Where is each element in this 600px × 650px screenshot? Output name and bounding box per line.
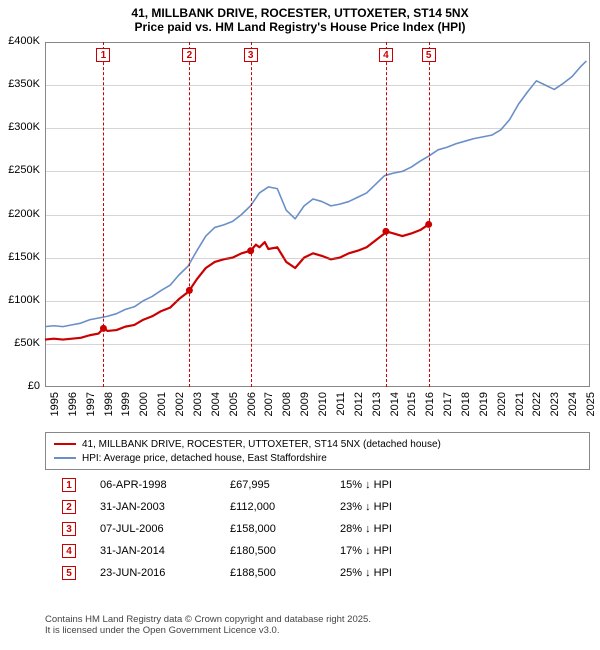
legend-row: HPI: Average price, detached house, East… <box>54 451 581 465</box>
sale-marker: 1 <box>96 48 110 62</box>
legend-swatch <box>54 443 76 445</box>
sale-number-badge: 1 <box>62 478 76 492</box>
x-axis-tick: 2008 <box>281 392 293 424</box>
gridline <box>45 128 590 129</box>
sale-vline <box>189 42 190 387</box>
x-axis-tick: 2006 <box>246 392 258 424</box>
x-axis-tick: 2016 <box>424 392 436 424</box>
y-axis-tick: £50K <box>0 337 40 349</box>
sale-table-row: 5 23-JUN-2016£188,50025% ↓ HPI <box>62 566 460 580</box>
sale-number-badge: 4 <box>62 544 76 558</box>
sale-pct: 28% ↓ HPI <box>340 523 460 535</box>
x-axis-tick: 2018 <box>460 392 472 424</box>
sale-price: £180,500 <box>230 545 340 557</box>
x-axis-tick: 2003 <box>192 392 204 424</box>
sale-pct: 23% ↓ HPI <box>340 501 460 513</box>
y-axis-tick: £0 <box>0 380 40 392</box>
sale-vline <box>103 42 104 387</box>
y-axis-tick: £350K <box>0 78 40 90</box>
footer-line2: It is licensed under the Open Government… <box>45 625 371 636</box>
sale-table-row: 1 06-APR-1998£67,99515% ↓ HPI <box>62 478 460 492</box>
sale-vline <box>251 42 252 387</box>
x-axis-tick: 2019 <box>478 392 490 424</box>
sale-vline <box>386 42 387 387</box>
gridline <box>45 344 590 345</box>
sale-pct: 15% ↓ HPI <box>340 479 460 491</box>
sale-number-badge: 5 <box>62 566 76 580</box>
x-axis-tick: 2012 <box>353 392 365 424</box>
legend-row: 41, MILLBANK DRIVE, ROCESTER, UTTOXETER,… <box>54 437 581 451</box>
sale-number-badge: 3 <box>62 522 76 536</box>
gridline <box>45 171 590 172</box>
legend-label: HPI: Average price, detached house, East… <box>82 453 327 464</box>
footer-text: Contains HM Land Registry data © Crown c… <box>45 614 371 636</box>
x-axis-tick: 2011 <box>335 392 347 424</box>
y-axis-tick: £400K <box>0 35 40 47</box>
x-axis-tick: 2025 <box>585 392 597 424</box>
x-axis-tick: 2013 <box>371 392 383 424</box>
sale-date: 07-JUL-2006 <box>100 523 230 535</box>
footer-line1: Contains HM Land Registry data © Crown c… <box>45 614 371 625</box>
sale-price: £158,000 <box>230 523 340 535</box>
sale-marker: 3 <box>244 48 258 62</box>
x-axis-tick: 2002 <box>174 392 186 424</box>
x-axis-tick: 2014 <box>389 392 401 424</box>
sale-date: 31-JAN-2003 <box>100 501 230 513</box>
x-axis-tick: 2000 <box>138 392 150 424</box>
gridline <box>45 258 590 259</box>
x-axis-tick: 1996 <box>67 392 79 424</box>
sale-vline <box>429 42 430 387</box>
series-hpi <box>45 61 586 327</box>
x-axis-tick: 2023 <box>549 392 561 424</box>
y-axis-tick: £150K <box>0 251 40 263</box>
x-axis-tick: 2021 <box>514 392 526 424</box>
sale-marker: 4 <box>379 48 393 62</box>
gridline <box>45 301 590 302</box>
sale-marker: 5 <box>422 48 436 62</box>
gridline <box>45 42 590 43</box>
x-axis-tick: 2004 <box>210 392 222 424</box>
x-axis-tick: 2017 <box>442 392 454 424</box>
x-axis-tick: 1999 <box>120 392 132 424</box>
sale-number-badge: 2 <box>62 500 76 514</box>
sale-price: £67,995 <box>230 479 340 491</box>
sale-price: £112,000 <box>230 501 340 513</box>
legend-swatch <box>54 457 76 459</box>
x-axis-tick: 2005 <box>228 392 240 424</box>
gridline <box>45 215 590 216</box>
sale-table-row: 2 31-JAN-2003£112,00023% ↓ HPI <box>62 500 460 514</box>
x-axis-tick: 2007 <box>263 392 275 424</box>
sale-pct: 25% ↓ HPI <box>340 567 460 579</box>
y-axis-tick: £100K <box>0 294 40 306</box>
gridline <box>45 85 590 86</box>
sale-marker: 2 <box>182 48 196 62</box>
x-axis-tick: 2020 <box>496 392 508 424</box>
y-axis-tick: £200K <box>0 208 40 220</box>
x-axis-tick: 2024 <box>567 392 579 424</box>
x-axis-tick: 2001 <box>156 392 168 424</box>
legend-label: 41, MILLBANK DRIVE, ROCESTER, UTTOXETER,… <box>82 439 441 450</box>
y-axis-tick: £250K <box>0 164 40 176</box>
sale-table-row: 3 07-JUL-2006£158,00028% ↓ HPI <box>62 522 460 536</box>
legend: 41, MILLBANK DRIVE, ROCESTER, UTTOXETER,… <box>45 432 590 470</box>
x-axis-tick: 1997 <box>85 392 97 424</box>
x-axis-tick: 1998 <box>103 392 115 424</box>
sale-date: 23-JUN-2016 <box>100 567 230 579</box>
sale-table-row: 4 31-JAN-2014£180,50017% ↓ HPI <box>62 544 460 558</box>
x-axis-tick: 1995 <box>49 392 61 424</box>
y-axis-tick: £300K <box>0 121 40 133</box>
sale-date: 06-APR-1998 <box>100 479 230 491</box>
x-axis-tick: 2015 <box>406 392 418 424</box>
x-axis-tick: 2009 <box>299 392 311 424</box>
x-axis-tick: 2022 <box>531 392 543 424</box>
x-axis-tick: 2010 <box>317 392 329 424</box>
sale-price: £188,500 <box>230 567 340 579</box>
sale-pct: 17% ↓ HPI <box>340 545 460 557</box>
sale-date: 31-JAN-2014 <box>100 545 230 557</box>
